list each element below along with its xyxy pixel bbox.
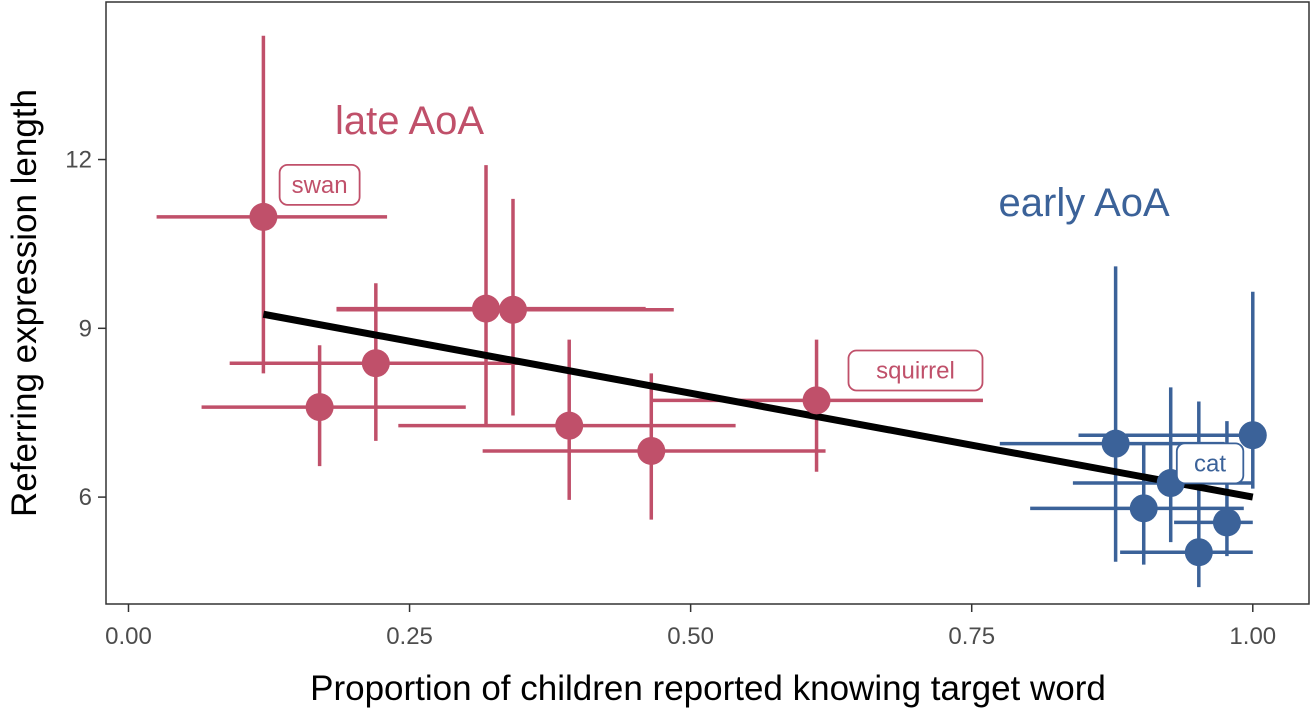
- data-point: [361, 349, 390, 378]
- y-tick-label: 9: [79, 315, 92, 342]
- y-axis-title: Referring expression length: [5, 89, 44, 517]
- x-axis-title: Proportion of children reported knowing …: [310, 669, 1106, 708]
- point-label-text: swan: [292, 172, 348, 199]
- y-tick-label: 12: [65, 147, 92, 174]
- point-label-box: [278, 163, 361, 206]
- group-label: late AoA: [335, 99, 484, 143]
- data-point: [637, 436, 666, 465]
- trend-line-group: [262, 310, 1254, 501]
- trend-line: [262, 310, 1254, 501]
- data-point: [802, 386, 831, 415]
- point-label-box: [1175, 442, 1245, 485]
- x-axis-ticks: 0.00 0.25 0.50 0.75 1.00: [105, 604, 1276, 650]
- x-tick-label: 0.25: [386, 623, 433, 650]
- x-tick-label: 0.75: [948, 623, 995, 650]
- data-point: [555, 411, 584, 440]
- point-label-text: cat: [1194, 450, 1226, 477]
- data-point: [1101, 429, 1130, 458]
- point-label-box: [847, 349, 984, 392]
- x-tick-label: 0.50: [667, 623, 714, 650]
- point-label-text: squirrel: [876, 358, 955, 385]
- plot-panel-border: [105, 1, 1310, 605]
- point-labels: swan squirrel cat: [278, 163, 1245, 485]
- data-point: [305, 393, 334, 422]
- data-point: [1184, 538, 1213, 567]
- point-label: squirrel: [847, 349, 984, 392]
- point-label: cat: [1175, 442, 1245, 485]
- data-point: [472, 294, 501, 323]
- data-point: [1238, 421, 1267, 450]
- data-point: [1129, 494, 1158, 523]
- group-label: early AoA: [999, 181, 1171, 225]
- y-tick-label: 6: [79, 484, 92, 511]
- point-label: swan: [278, 163, 361, 206]
- data-point: [1212, 508, 1241, 537]
- group-labels: late AoA early AoA: [335, 99, 1170, 225]
- x-tick-label: 0.00: [105, 623, 152, 650]
- y-axis-ticks: 6 9 12: [65, 147, 106, 511]
- data-point: [249, 202, 278, 231]
- data-points: [249, 202, 1267, 567]
- x-tick-label: 1.00: [1229, 623, 1276, 650]
- data-point: [498, 295, 527, 324]
